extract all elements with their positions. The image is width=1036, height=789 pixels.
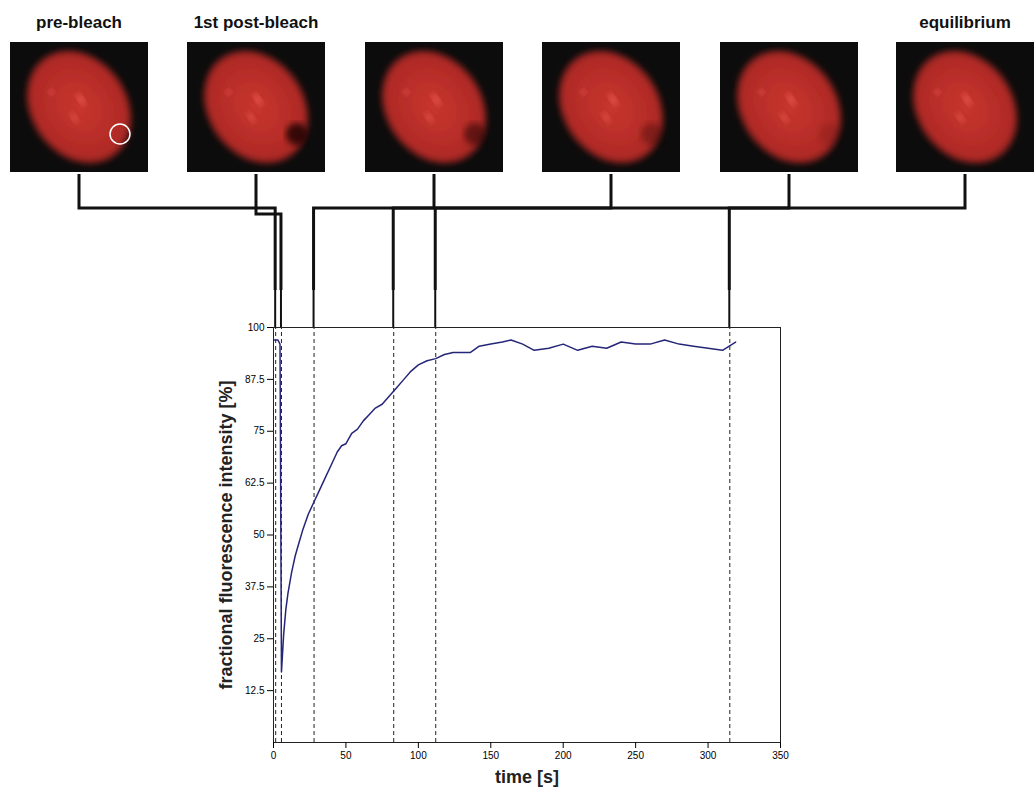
svg-text:50: 50: [253, 529, 265, 540]
svg-text:50: 50: [340, 750, 352, 761]
svg-text:100: 100: [248, 322, 265, 333]
svg-text:200: 200: [555, 750, 572, 761]
svg-text:250: 250: [627, 750, 644, 761]
svg-text:1st post-bleach: 1st post-bleach: [194, 13, 319, 32]
svg-text:25: 25: [253, 633, 265, 644]
svg-text:0: 0: [271, 750, 277, 761]
svg-text:150: 150: [482, 750, 499, 761]
svg-text:350: 350: [772, 750, 789, 761]
svg-text:75: 75: [253, 425, 265, 436]
svg-text:100: 100: [410, 750, 427, 761]
svg-text:fractional fluorescence intens: fractional fluorescence intensity [%]: [216, 380, 236, 689]
svg-text:pre-bleach: pre-bleach: [36, 13, 122, 32]
svg-text:12.5: 12.5: [245, 685, 265, 696]
svg-text:time [s]: time [s]: [495, 767, 559, 787]
svg-text:62.5: 62.5: [245, 477, 265, 488]
svg-text:300: 300: [700, 750, 717, 761]
svg-text:equilibrium: equilibrium: [919, 13, 1011, 32]
svg-text:37.5: 37.5: [245, 581, 265, 592]
svg-text:87.5: 87.5: [245, 374, 265, 385]
